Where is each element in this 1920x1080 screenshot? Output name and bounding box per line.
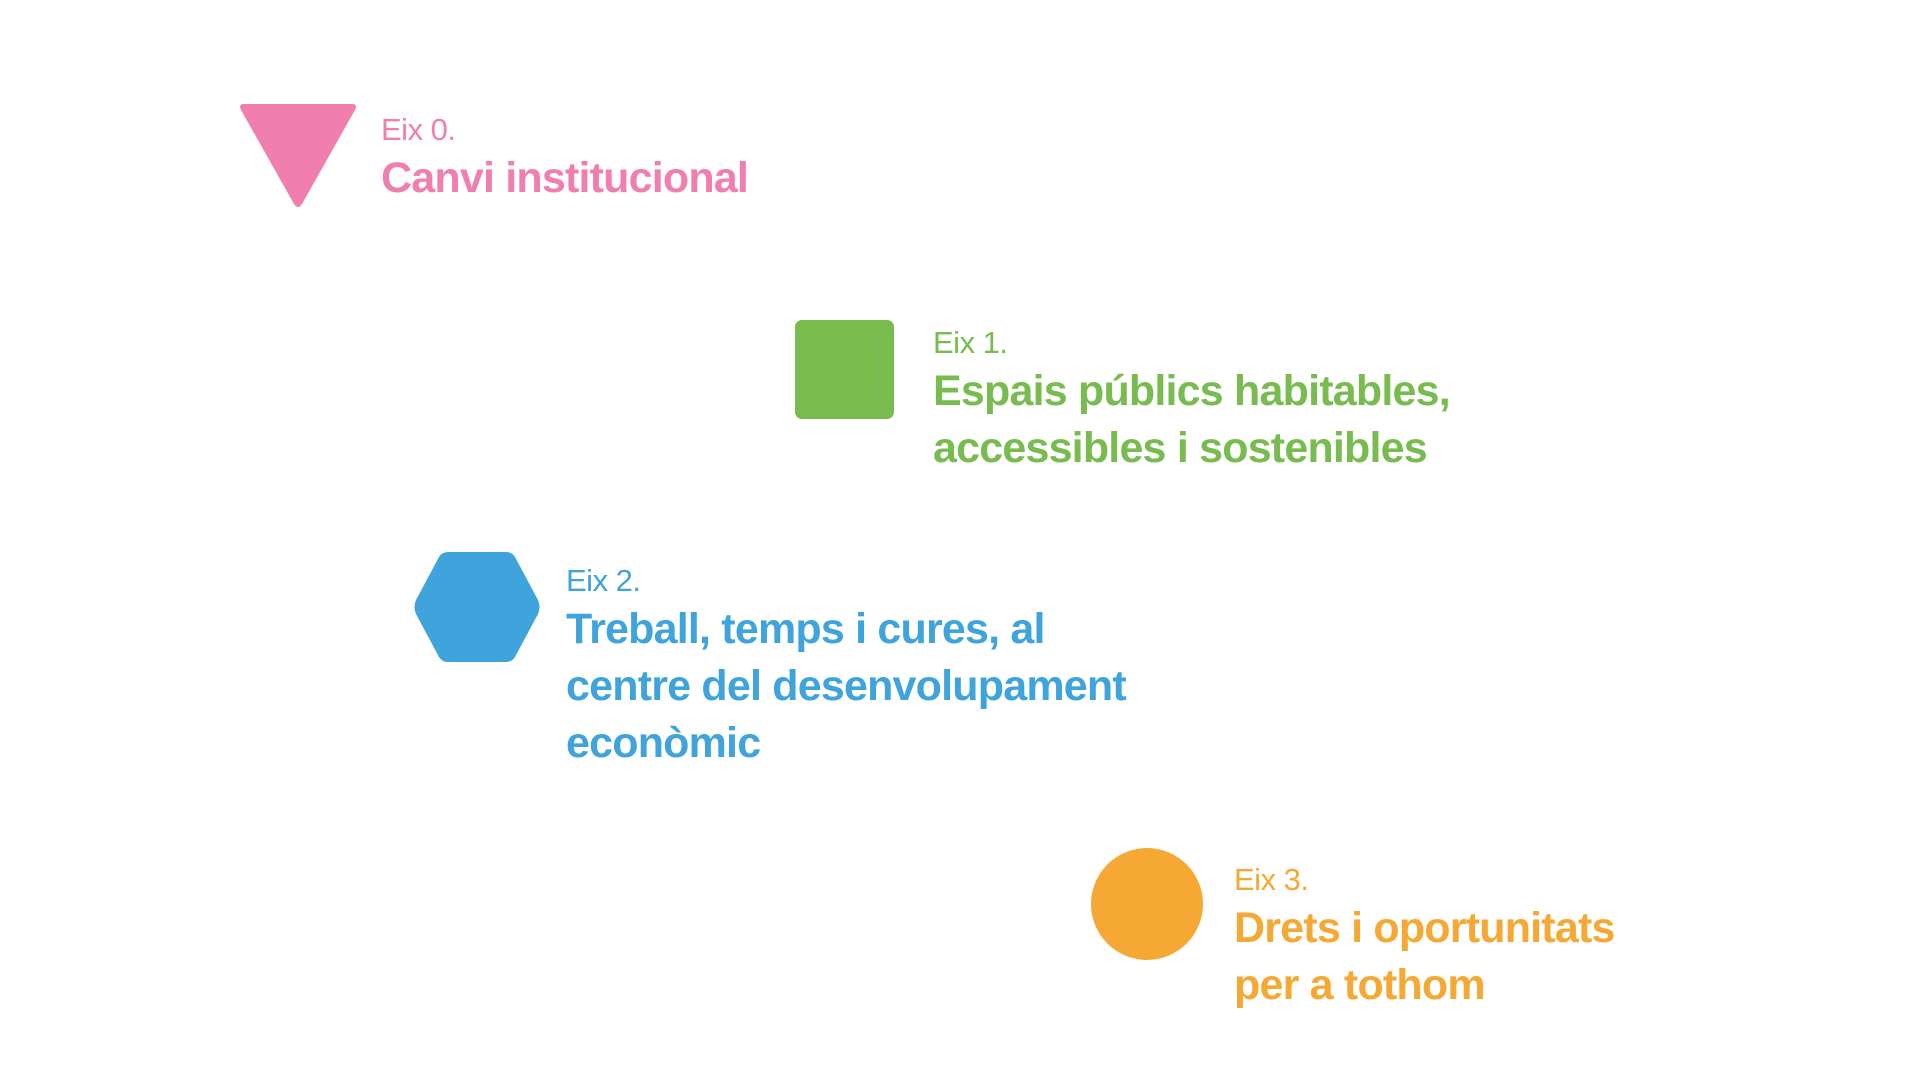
axis-title-line: centre del desenvolupament [566, 662, 1127, 710]
axis-title-line: accessibles i sostenibles [933, 424, 1428, 472]
axis-label: Eix 1. [933, 325, 1008, 360]
square-icon [795, 320, 894, 419]
axis-title-line: econòmic [566, 719, 761, 767]
axis-block: Eix 1. Espais públics habitables, accessib… [933, 323, 1451, 477]
axis-title-line: Espais públics habitables, [933, 367, 1451, 415]
axis-title-line: Treball, temps i cures, al [566, 605, 1046, 653]
hexagon-icon [414, 552, 540, 662]
triangle-icon [240, 104, 356, 207]
axis-title-line: Drets i oportunitats [1234, 904, 1615, 952]
axis-block: Eix 2. Treball, temps i cures, al centre d… [566, 561, 1127, 772]
axis-label: Eix 3. [1234, 862, 1309, 897]
axis-block: Eix 0. Canvi institucional [381, 110, 749, 207]
axis-label: Eix 0. [381, 112, 456, 147]
axis-title-line: per a tothom [1234, 961, 1486, 1009]
axis-block: Eix 3. Drets i oportunitats per a tothom [1234, 860, 1615, 1014]
circle-icon [1091, 848, 1203, 960]
axis-title-line: Canvi institucional [381, 154, 749, 202]
axis-label: Eix 2. [566, 563, 641, 598]
